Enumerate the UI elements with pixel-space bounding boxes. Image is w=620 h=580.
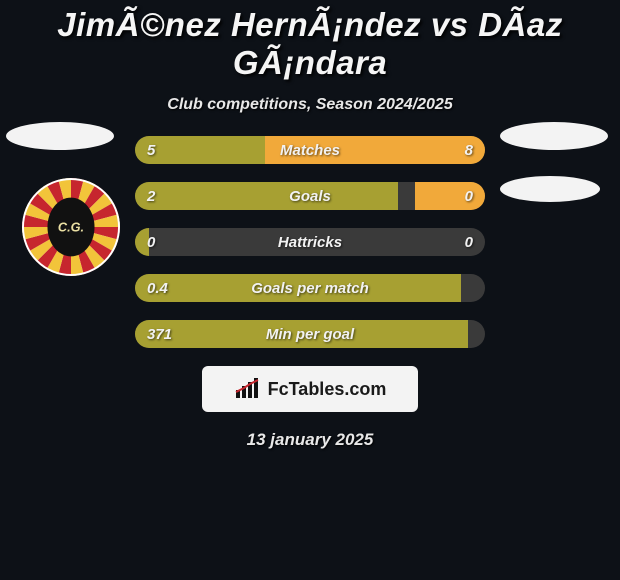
- bar-left: [135, 182, 398, 210]
- decorative-ellipse: [500, 176, 600, 202]
- footer-brand-text: FcTables.com: [268, 379, 387, 400]
- chart-area: C.G. Matches58 Goals20 Hattricks00 Goals pe…: [0, 136, 620, 450]
- bar-left: [135, 274, 461, 302]
- club-badge: C.G.: [22, 178, 120, 276]
- svg-text:C.G.: C.G.: [58, 220, 84, 235]
- stat-row: Hattricks00: [135, 228, 485, 256]
- stat-row: Goals20: [135, 182, 485, 210]
- date-line: 13 january 2025: [10, 430, 610, 450]
- stat-row-track: [135, 182, 485, 210]
- stat-row-track: [135, 274, 485, 302]
- page-title: JimÃ©nez HernÃ¡ndez vs DÃ­az GÃ¡ndara: [0, 0, 620, 86]
- decorative-ellipse: [6, 122, 114, 150]
- stat-row-track: [135, 136, 485, 164]
- bar-right: [415, 182, 485, 210]
- bar-right: [265, 136, 486, 164]
- bar-left: [135, 320, 468, 348]
- bar-left: [135, 136, 265, 164]
- stat-row: Matches58: [135, 136, 485, 164]
- page-subtitle: Club competitions, Season 2024/2025: [0, 96, 620, 114]
- bar-chart-icon: [234, 378, 262, 400]
- stat-row: Min per goal371: [135, 320, 485, 348]
- stats-card: JimÃ©nez HernÃ¡ndez vs DÃ­az GÃ¡ndara Cl…: [0, 0, 620, 450]
- footer-brand-pill[interactable]: FcTables.com: [202, 366, 418, 412]
- stat-row-track: [135, 228, 485, 256]
- stat-row-track: [135, 320, 485, 348]
- stat-row: Goals per match0.4: [135, 274, 485, 302]
- bar-left: [135, 228, 149, 256]
- decorative-ellipse: [500, 122, 608, 150]
